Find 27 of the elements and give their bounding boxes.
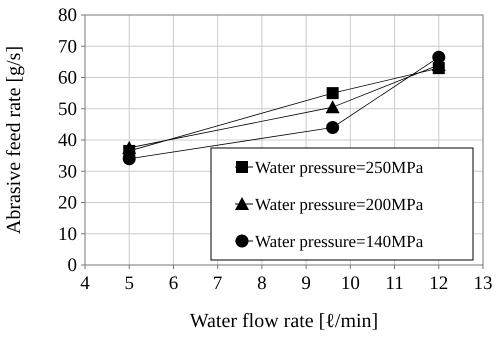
x-tick-label: 12 [429,273,448,294]
x-axis-title: Water flow rate [ℓ/min] [190,310,378,332]
y-axis-title: Abrasive feed rate [g/s] [3,46,25,234]
y-tick-label: 60 [58,68,77,88]
point [326,121,340,134]
y-tick-label: 30 [58,161,77,182]
legend-label: Water pressure=140MPa [255,232,424,251]
y-tick-label: 0 [68,255,77,276]
x-tick-label: 4 [80,273,90,294]
point [432,62,445,74]
x-tick-label: 8 [257,273,267,294]
y-tick-label: 20 [58,192,77,214]
x-tick-label: 9 [301,273,311,294]
x-tick-label: 11 [385,273,404,294]
y-tick-label: 40 [58,130,77,151]
y-tick-label: 50 [58,98,77,120]
legend-label: Water pressure=250MPa [255,158,424,177]
point [326,87,339,100]
x-tick-label: 13 [474,273,492,294]
y-tick-label: 70 [58,36,77,58]
x-tick-label: 10 [340,273,360,294]
y-tick-label: 80 [58,5,77,26]
x-tick-label: 6 [168,273,178,294]
legend-label: Water pressure=200MPa [255,195,424,214]
y-tick-label: 10 [58,224,77,245]
x-tick-label: 5 [124,273,134,294]
x-tick-label: 7 [212,273,222,294]
